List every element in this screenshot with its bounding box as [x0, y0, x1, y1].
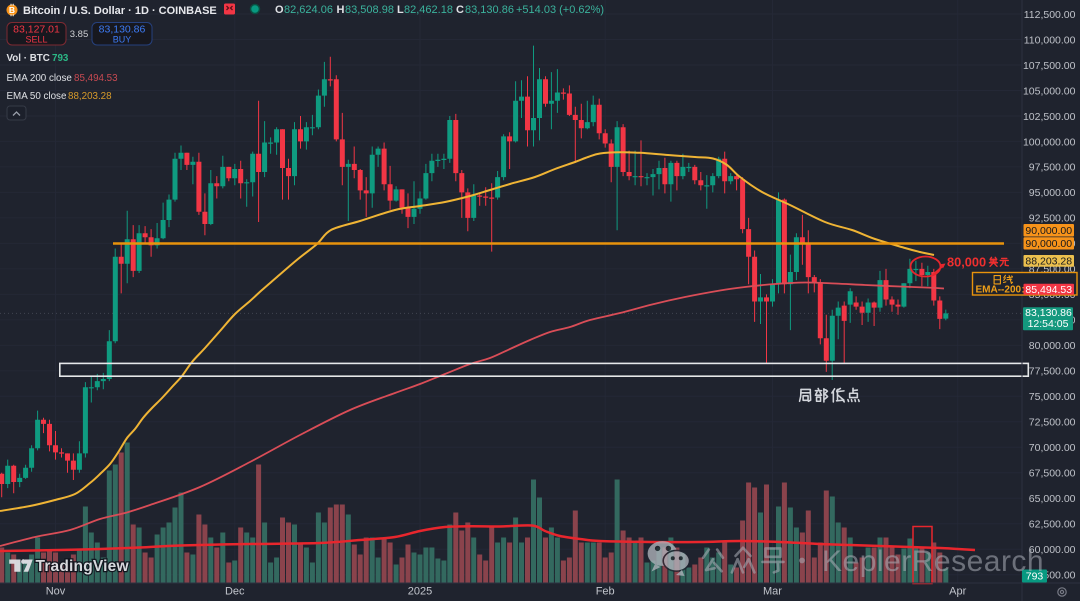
svg-text:C: C	[456, 4, 464, 16]
svg-text:2025: 2025	[408, 586, 432, 598]
svg-text:82,624.06: 82,624.06	[284, 4, 333, 16]
svg-text:85,494.53: 85,494.53	[1025, 284, 1072, 296]
svg-text:77,500.00: 77,500.00	[1029, 366, 1076, 378]
svg-text:BUY: BUY	[113, 35, 132, 45]
svg-text:83,508.98: 83,508.98	[345, 4, 394, 16]
svg-text:83,130.86: 83,130.86	[465, 4, 514, 16]
svg-text:92,500.00: 92,500.00	[1029, 213, 1076, 225]
svg-text:Nov: Nov	[46, 586, 66, 598]
svg-text:110,000.00: 110,000.00	[1024, 34, 1076, 46]
svg-text:107,500.00: 107,500.00	[1023, 60, 1076, 72]
svg-text:85,494.53: 85,494.53	[74, 73, 118, 84]
svg-text:Apr: Apr	[949, 586, 966, 598]
svg-text:90,000.00: 90,000.00	[1025, 225, 1072, 237]
svg-text:88,203.28: 88,203.28	[1025, 256, 1072, 268]
svg-text:Mar: Mar	[763, 586, 782, 598]
svg-text:102,500.00: 102,500.00	[1023, 111, 1076, 123]
svg-text:83,127.01: 83,127.01	[13, 24, 60, 36]
svg-text:112,500.00: 112,500.00	[1024, 9, 1076, 21]
svg-text::: :	[1022, 285, 1025, 296]
svg-text:62,500.00: 62,500.00	[1029, 519, 1076, 531]
svg-text:60,000.00: 60,000.00	[1029, 544, 1076, 556]
svg-text:82,462.18: 82,462.18	[404, 4, 453, 16]
svg-text:88,203.28: 88,203.28	[68, 91, 112, 102]
svg-text:67,500.00: 67,500.00	[1029, 468, 1076, 480]
svg-text:Vol · BTC: Vol · BTC	[7, 53, 50, 64]
svg-text:70,000.00: 70,000.00	[1029, 442, 1076, 454]
svg-text:EMA--200: EMA--200	[976, 285, 1022, 296]
svg-text:80,000: 80,000	[947, 255, 986, 270]
svg-text:EMA 50 close: EMA 50 close	[7, 91, 67, 102]
svg-text:793: 793	[1026, 571, 1044, 583]
svg-text:L: L	[397, 4, 404, 16]
svg-text:Dec: Dec	[225, 586, 245, 598]
svg-text:100,000.00: 100,000.00	[1023, 136, 1076, 148]
svg-text:Bitcoin / U.S. Dollar · 1D · C: Bitcoin / U.S. Dollar · 1D · COINBASE	[23, 5, 217, 17]
svg-text:83,130.86: 83,130.86	[1025, 307, 1072, 319]
svg-text:H: H	[337, 4, 345, 16]
svg-text:EMA 200 close: EMA 200 close	[7, 73, 73, 84]
svg-text:95,000.00: 95,000.00	[1029, 187, 1076, 199]
svg-text:B: B	[9, 5, 15, 15]
svg-text:KeplerResearch: KeplerResearch	[822, 545, 1044, 578]
svg-text:Feb: Feb	[596, 586, 615, 598]
svg-text:12:54:05: 12:54:05	[1028, 318, 1069, 330]
svg-text:72,500.00: 72,500.00	[1029, 417, 1076, 429]
svg-text:97,500.00: 97,500.00	[1029, 162, 1076, 174]
svg-text:793: 793	[52, 53, 69, 64]
svg-text:80,000.00: 80,000.00	[1029, 340, 1076, 352]
svg-text:65,000.00: 65,000.00	[1029, 493, 1076, 505]
svg-text:O: O	[275, 4, 284, 16]
svg-text:105,000.00: 105,000.00	[1023, 85, 1076, 97]
svg-text:TradingView: TradingView	[36, 558, 130, 575]
svg-text:83,130.86: 83,130.86	[99, 24, 146, 36]
svg-text:+514.03 (+0.62%): +514.03 (+0.62%)	[516, 4, 604, 16]
svg-text:SELL: SELL	[25, 35, 47, 45]
svg-text:90,000.00: 90,000.00	[1025, 238, 1072, 250]
svg-text:3.85: 3.85	[70, 29, 89, 40]
svg-text:75,000.00: 75,000.00	[1029, 391, 1076, 403]
